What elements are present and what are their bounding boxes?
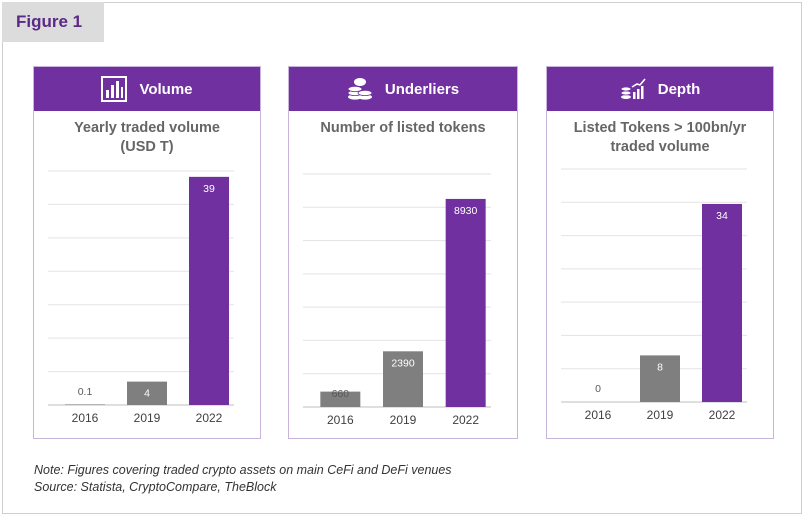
panel-subtitle: Number of listed tokens [289, 119, 517, 138]
data-label: 8 [657, 361, 663, 373]
subtitle-line: Yearly traded volume [74, 120, 220, 136]
depth-panel: Depth Listed Tokens > 100bn/yr traded vo… [546, 66, 774, 439]
subtitle-line: Listed Tokens > 100bn/yr [573, 120, 747, 136]
depth-chart: 0 2016 8 2019 34 2022 [561, 168, 747, 422]
subtitle-line: traded volume [610, 139, 710, 155]
x-tick-label: 2019 [647, 408, 674, 422]
bar-2019 [383, 351, 423, 407]
data-label: 4 [144, 388, 150, 400]
panel-subtitle: Yearly traded volume (USD T) [34, 119, 260, 157]
panel-header: Underliers [289, 67, 517, 111]
data-label: 34 [716, 210, 728, 222]
subtitle-line: Number of listed tokens [320, 120, 486, 136]
source-line: Source: Statista, CryptoCompare, TheBloc… [34, 480, 277, 494]
panel-subtitle: Listed Tokens > 100bn/yr traded volume [547, 119, 773, 157]
growth-chart-icon [620, 78, 646, 99]
coin-stack-icon [347, 78, 373, 100]
bar-2019 [640, 355, 680, 402]
panel-title: Depth [657, 80, 701, 98]
x-tick-label: 2022 [196, 411, 223, 425]
data-label: 39 [203, 183, 215, 195]
bar-2022 [445, 198, 486, 407]
data-label: 0.1 [78, 386, 93, 398]
x-tick-label: 2019 [390, 413, 417, 427]
bar-chart-icon [101, 76, 128, 102]
volume-chart: 0.1 2016 4 2019 39 2022 [48, 170, 234, 425]
underliers-chart: 660 2016 2390 2019 8930 2022 [303, 173, 491, 427]
bar-2019 [127, 381, 167, 405]
panel-header: Volume [34, 67, 260, 111]
bar-2022 [702, 203, 742, 402]
bar-2016 [65, 404, 105, 405]
note-line: Note: Figures covering traded crypto ass… [34, 463, 452, 477]
x-tick-label: 2019 [134, 411, 161, 425]
data-label: 660 [332, 388, 350, 400]
x-tick-label: 2016 [585, 408, 612, 422]
x-tick-label: 2022 [452, 413, 479, 427]
panel-title: Underliers [384, 80, 460, 98]
panel-title: Volume [139, 80, 193, 98]
x-tick-label: 2022 [709, 408, 736, 422]
x-tick-label: 2016 [327, 413, 354, 427]
bar-2022 [189, 176, 229, 405]
x-tick-label: 2016 [72, 411, 99, 425]
panel-header: Depth [547, 67, 773, 111]
volume-panel: Volume Yearly traded volume (USD T) 0.1 2… [33, 66, 261, 439]
subtitle-line: (USD T) [120, 139, 174, 155]
underliers-panel: Underliers Number of listed tokens 660 20… [288, 66, 518, 439]
data-label: 8930 [454, 205, 478, 217]
data-label: 0 [595, 383, 601, 395]
figure-label: Figure 1 [2, 2, 104, 42]
data-label: 2390 [391, 357, 415, 369]
figure-note: Note: Figures covering traded crypto ass… [34, 462, 452, 496]
bar-2016 [320, 391, 361, 407]
